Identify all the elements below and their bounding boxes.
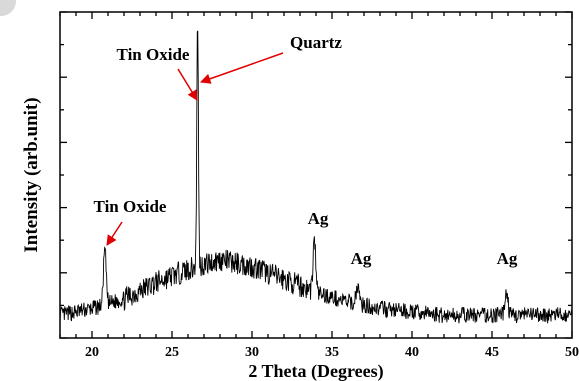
x-tick-label: 20 bbox=[85, 345, 99, 360]
peak-annotation-label: Ag bbox=[351, 249, 372, 268]
x-tick-label: 45 bbox=[485, 345, 499, 360]
annotation-arrow bbox=[106, 221, 123, 246]
peak-annotation-label: Ag bbox=[308, 209, 329, 228]
x-tick-label: 50 bbox=[565, 345, 579, 360]
annotation-arrow bbox=[200, 52, 284, 84]
peak-annotation-label: Tin Oxide bbox=[94, 197, 167, 216]
peak-annotation-label: Quartz bbox=[290, 33, 342, 52]
x-tick-label: 25 bbox=[165, 345, 179, 360]
x-tick-label: 40 bbox=[405, 345, 419, 360]
peak-annotation-label: Tin Oxide bbox=[117, 45, 190, 64]
spectrum-line bbox=[59, 30, 573, 324]
x-tick-label: 30 bbox=[245, 345, 259, 360]
y-axis-label: Intensity (arb.unit) bbox=[21, 97, 42, 252]
peak-annotation-label: Ag bbox=[497, 249, 518, 268]
annotation-arrow bbox=[177, 68, 198, 101]
x-axis-label: 2 Theta (Degrees) bbox=[248, 361, 383, 381]
x-tick-label: 35 bbox=[325, 345, 339, 360]
